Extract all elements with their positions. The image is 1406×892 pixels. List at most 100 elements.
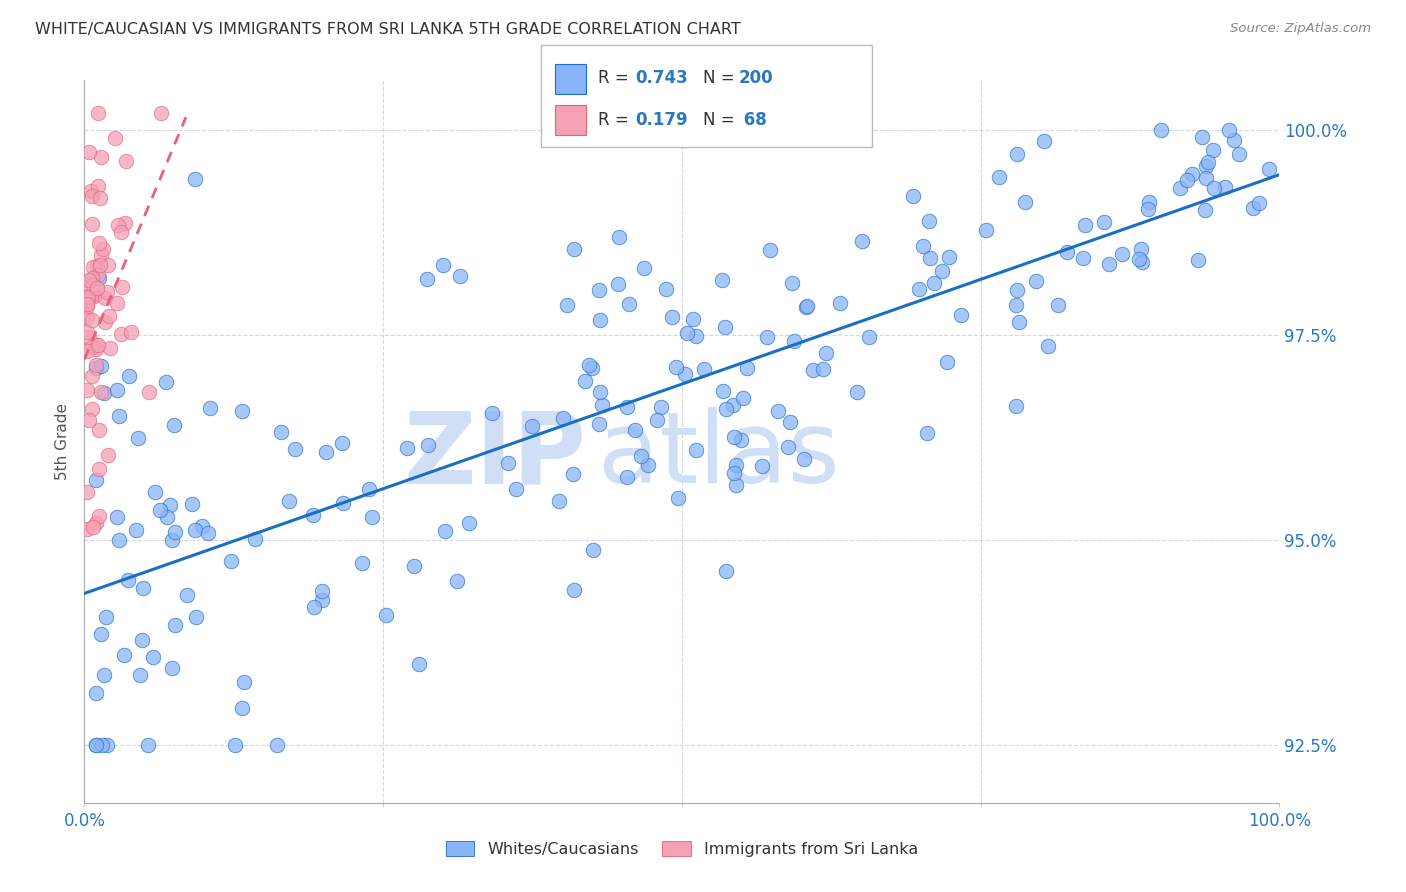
Point [82, 520, 104, 534]
Point [828, 296, 851, 310]
Point [434, 524, 457, 538]
Point [1005, 298, 1028, 312]
Point [1187, 253, 1209, 268]
Point [858, 330, 880, 344]
Point [105, 296, 128, 310]
Point [110, 225, 132, 239]
Point [90, 384, 112, 399]
Point [1202, 181, 1225, 195]
Point [666, 491, 689, 506]
Point [915, 425, 938, 440]
Point [776, 441, 799, 455]
Point [86, 739, 108, 753]
Point [96, 285, 118, 299]
Point [76, 344, 98, 359]
Point [1130, 255, 1153, 269]
Point [402, 559, 425, 574]
Point [87, 106, 110, 120]
Point [1038, 339, 1060, 353]
Point [562, 582, 585, 597]
Point [395, 442, 418, 456]
Point [449, 268, 471, 283]
Point [91, 739, 114, 753]
Point [350, 557, 373, 571]
Point [145, 484, 167, 499]
Point [616, 469, 638, 483]
Point [117, 573, 139, 587]
Point [87, 268, 110, 282]
Point [136, 739, 159, 753]
Point [481, 406, 503, 420]
Point [1202, 144, 1225, 158]
Point [1218, 122, 1240, 136]
Point [1005, 283, 1028, 297]
Point [302, 508, 325, 522]
Point [112, 648, 135, 663]
Point [1004, 399, 1026, 413]
Point [1056, 245, 1078, 260]
Point [783, 334, 806, 348]
Point [1191, 130, 1213, 145]
Point [974, 223, 997, 237]
Text: 0.743: 0.743 [636, 69, 689, 87]
Point [86, 360, 108, 375]
Point [581, 361, 603, 376]
Point [949, 308, 972, 322]
Point [1033, 134, 1056, 148]
Point [89, 191, 111, 205]
Point [94, 315, 117, 329]
Point [87, 337, 110, 351]
Point [1241, 201, 1264, 215]
Point [231, 701, 253, 715]
Point [1150, 122, 1173, 136]
Point [163, 525, 186, 540]
Point [183, 171, 205, 186]
Point [131, 581, 153, 595]
Point [562, 467, 585, 481]
Point [1223, 133, 1246, 147]
Point [606, 277, 628, 291]
Point [84, 358, 107, 372]
Point [165, 617, 187, 632]
Point [755, 329, 778, 343]
Point [96, 739, 118, 753]
Point [723, 466, 745, 480]
Text: ZIP: ZIP [404, 408, 586, 505]
Y-axis label: 5th Grade: 5th Grade [55, 403, 70, 480]
Point [1005, 147, 1028, 161]
Point [582, 542, 605, 557]
Point [637, 458, 659, 473]
Point [710, 273, 733, 287]
Point [231, 404, 253, 418]
Point [87, 462, 110, 476]
Point [723, 430, 745, 444]
Point [82, 271, 104, 285]
Text: atlas: atlas [599, 408, 839, 505]
Point [903, 189, 925, 203]
Point [794, 300, 817, 314]
Text: 200: 200 [738, 69, 773, 87]
Point [183, 523, 205, 537]
Text: R =: R = [598, 69, 634, 87]
Point [82, 278, 104, 293]
Point [766, 404, 789, 418]
Point [1014, 194, 1036, 209]
Point [77, 273, 100, 287]
Point [751, 459, 773, 474]
Point [616, 400, 638, 414]
Point [84, 342, 107, 356]
Point [988, 169, 1011, 184]
Point [917, 213, 939, 227]
Point [1180, 167, 1202, 181]
Point [277, 494, 299, 508]
Point [87, 271, 110, 285]
Point [86, 473, 108, 487]
Point [76, 485, 98, 500]
Point [496, 457, 519, 471]
Point [77, 329, 100, 343]
Point [714, 565, 737, 579]
Point [1097, 257, 1119, 271]
Point [149, 503, 172, 517]
Point [125, 524, 148, 538]
Point [76, 310, 98, 324]
